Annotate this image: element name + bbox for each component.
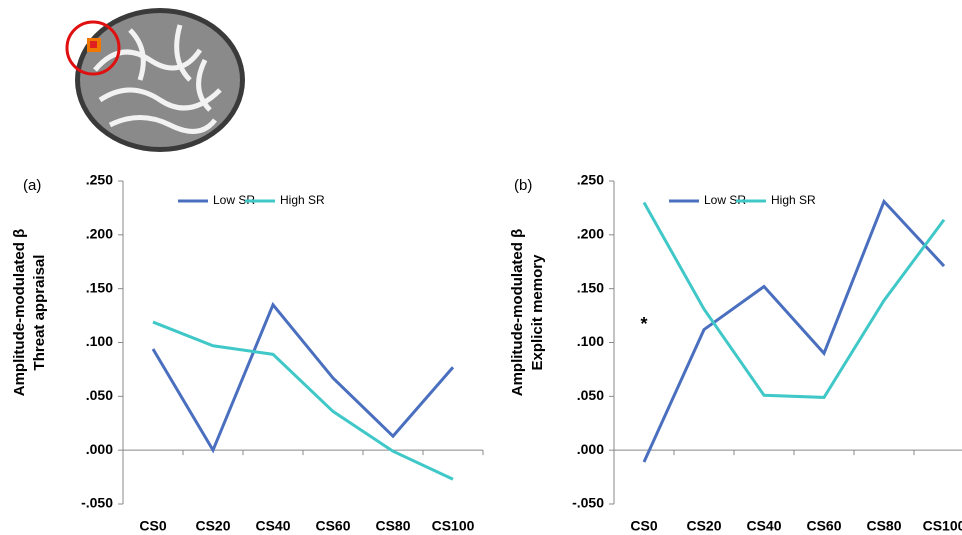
y-axis-label: Amplitude-modulated β bbox=[509, 229, 526, 396]
legend-label: High SR bbox=[280, 193, 325, 207]
y-tick-label: .200 bbox=[577, 226, 604, 242]
x-tick-label: CS20 bbox=[195, 518, 230, 534]
x-tick-label: CS40 bbox=[746, 518, 781, 534]
brain-image bbox=[65, 8, 245, 152]
y-tick-label: .050 bbox=[577, 387, 604, 403]
y-axis-label: Amplitude-modulated β bbox=[11, 229, 28, 396]
x-tick-label: CS100 bbox=[432, 518, 475, 534]
annotation: * bbox=[640, 314, 647, 334]
y-tick-label: .100 bbox=[577, 333, 604, 349]
brain-tissue bbox=[80, 13, 240, 147]
y-axis-label: Threat appraisal bbox=[31, 255, 48, 371]
y-tick-label: .150 bbox=[577, 279, 604, 295]
x-tick-label: CS0 bbox=[139, 518, 166, 534]
y-tick-label: .000 bbox=[86, 441, 113, 457]
x-tick-label: CS40 bbox=[255, 518, 290, 534]
panel-label: (a) bbox=[23, 177, 41, 194]
series-line bbox=[642, 198, 946, 463]
chart-panel: (b) Amplitude-modulated β Explicit memory.… bbox=[509, 172, 962, 534]
legend-label: Low SR bbox=[704, 193, 746, 207]
y-tick-label: .250 bbox=[577, 172, 604, 188]
x-tick-label: CS20 bbox=[686, 518, 721, 534]
x-tick-label: CS0 bbox=[630, 518, 657, 534]
x-tick-label: CS100 bbox=[923, 518, 962, 534]
y-tick-label: .050 bbox=[86, 387, 113, 403]
chart-panel: (a) Amplitude-modulated β Threat appraisal… bbox=[11, 172, 484, 534]
x-tick-label: CS60 bbox=[315, 518, 350, 534]
y-tick-label: .200 bbox=[86, 226, 113, 242]
x-tick-label: CS60 bbox=[806, 518, 841, 534]
series-line bbox=[642, 201, 946, 399]
x-tick-label: CS80 bbox=[866, 518, 901, 534]
series-line bbox=[152, 320, 454, 481]
roi-circle bbox=[65, 20, 121, 76]
series-line bbox=[151, 301, 455, 454]
y-tick-label: .150 bbox=[86, 279, 113, 295]
y-tick-label: .000 bbox=[577, 441, 604, 457]
y-tick-label: -.050 bbox=[81, 495, 113, 511]
legend-label: Low SR bbox=[213, 193, 255, 207]
activation-core bbox=[90, 41, 97, 48]
legend-label: High SR bbox=[771, 193, 816, 207]
y-tick-label: -.050 bbox=[572, 495, 604, 511]
y-tick-label: .100 bbox=[86, 333, 113, 349]
x-tick-label: CS80 bbox=[375, 518, 410, 534]
panel-label: (b) bbox=[514, 177, 532, 194]
y-axis-label: Explicit memory bbox=[529, 254, 546, 371]
sulci bbox=[93, 24, 222, 134]
y-tick-label: .250 bbox=[86, 172, 113, 188]
